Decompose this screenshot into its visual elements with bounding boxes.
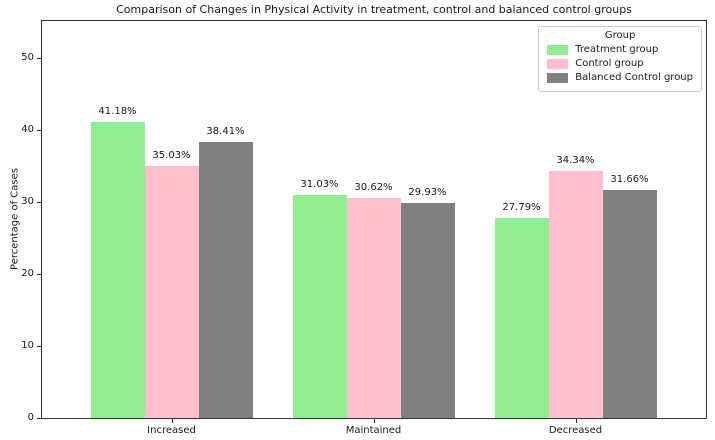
- bar-increased-series-0: [90, 121, 145, 418]
- x-tick-mark: [575, 419, 577, 423]
- y-tick-mark: [37, 418, 41, 419]
- bar-value-label: 34.34%: [556, 155, 595, 167]
- legend: Group Treatment group Control group Bala…: [538, 26, 702, 92]
- bar-value-label: 38.41%: [206, 125, 245, 137]
- y-tick-mark: [37, 202, 41, 204]
- x-tick-label-increased: Increased: [147, 425, 196, 436]
- plot-area: Group Treatment group Control group Bala…: [41, 20, 707, 419]
- bar-decreased-series-2: [602, 190, 657, 418]
- y-axis-label: Percentage of Cases: [9, 168, 21, 270]
- bar-increased-series-1: [144, 166, 199, 418]
- bar-value-label: 29.93%: [408, 186, 447, 198]
- bar-value-label: 30.62%: [354, 181, 393, 193]
- legend-swatch-control: [547, 58, 569, 69]
- bar-maintained-series-0: [292, 194, 347, 418]
- y-tick-label: 30: [21, 196, 34, 208]
- legend-label-balanced-control: Balanced Control group: [575, 72, 693, 83]
- bar-maintained-series-2: [400, 202, 455, 418]
- bar-decreased-series-0: [494, 218, 549, 418]
- y-tick-mark: [37, 274, 41, 276]
- x-tick-label-decreased: Decreased: [548, 425, 603, 436]
- y-tick-label: 20: [21, 268, 34, 280]
- y-tick-label: 0: [27, 412, 34, 423]
- x-tick-label-maintained: Maintained: [345, 425, 402, 436]
- legend-item-control: Control group: [547, 58, 693, 69]
- x-tick-mark: [171, 419, 173, 423]
- legend-item-treatment: Treatment group: [547, 44, 693, 55]
- bar-decreased-series-1: [548, 171, 603, 418]
- y-tick-mark: [37, 58, 41, 60]
- legend-item-balanced-control: Balanced Control group: [547, 72, 693, 83]
- bar-value-label: 35.03%: [152, 150, 191, 162]
- y-tick-label: 10: [21, 340, 34, 352]
- bar-value-label: 31.66%: [610, 174, 649, 186]
- bar-value-label: 41.18%: [98, 105, 137, 117]
- y-tick-mark: [37, 130, 41, 132]
- legend-title: Group: [604, 30, 636, 41]
- y-tick-mark: [37, 346, 41, 348]
- chart-title: Comparison of Changes in Physical Activi…: [116, 3, 632, 16]
- bar-value-label: 31.03%: [300, 178, 339, 190]
- legend-swatch-balanced-control: [547, 72, 569, 83]
- legend-label-treatment: Treatment group: [575, 44, 659, 55]
- bar-increased-series-2: [198, 141, 253, 418]
- bar-value-label: 27.79%: [502, 202, 541, 214]
- legend-label-control: Control group: [575, 58, 644, 69]
- bar-maintained-series-1: [346, 197, 401, 418]
- y-tick-label: 50: [21, 52, 34, 64]
- legend-swatch-treatment: [547, 44, 569, 55]
- y-tick-label: 40: [21, 124, 34, 136]
- x-tick-mark: [373, 419, 375, 423]
